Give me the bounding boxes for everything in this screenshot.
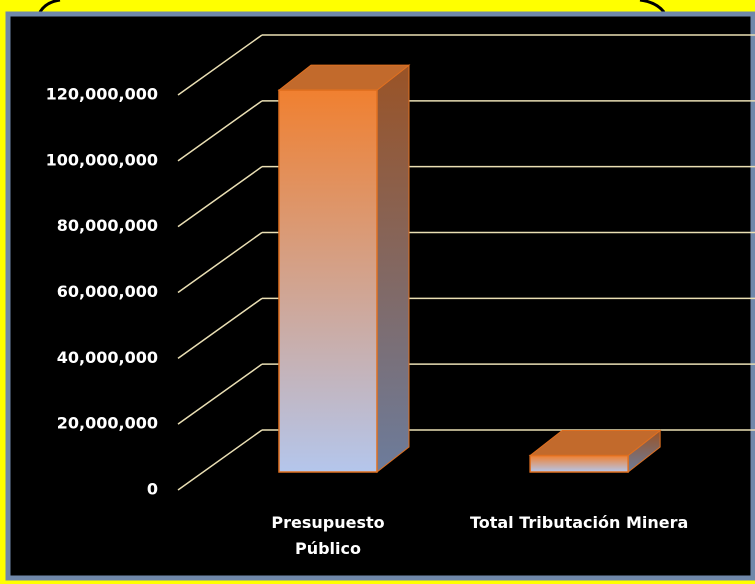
x-tick-label: Total Tributación Minera — [469, 513, 689, 532]
grid-line-diagonal — [177, 231, 263, 294]
y-tick-label: 80,000,000 — [57, 216, 158, 235]
bar-side — [376, 64, 410, 474]
y-tick-label: 60,000,000 — [57, 282, 158, 301]
grid-line-diagonal — [177, 297, 263, 359]
grid-line-diagonal — [177, 100, 263, 162]
grid-line-diagonal — [177, 429, 263, 491]
bar — [278, 89, 378, 473]
y-tick-label: 40,000,000 — [57, 348, 158, 367]
x-tick-label: Presupuesto Público — [271, 513, 385, 558]
grid-line-diagonal — [177, 34, 263, 96]
y-tick-label: 120,000,000 — [46, 85, 158, 104]
y-tick-label: 0 — [147, 480, 158, 499]
bar — [529, 454, 629, 473]
grid-line-diagonal — [177, 166, 263, 228]
y-tick-label: 20,000,000 — [57, 414, 158, 433]
y-tick-label: 100,000,000 — [46, 150, 158, 169]
grid-line-diagonal — [177, 363, 263, 425]
title-fragment — [38, 0, 666, 13]
